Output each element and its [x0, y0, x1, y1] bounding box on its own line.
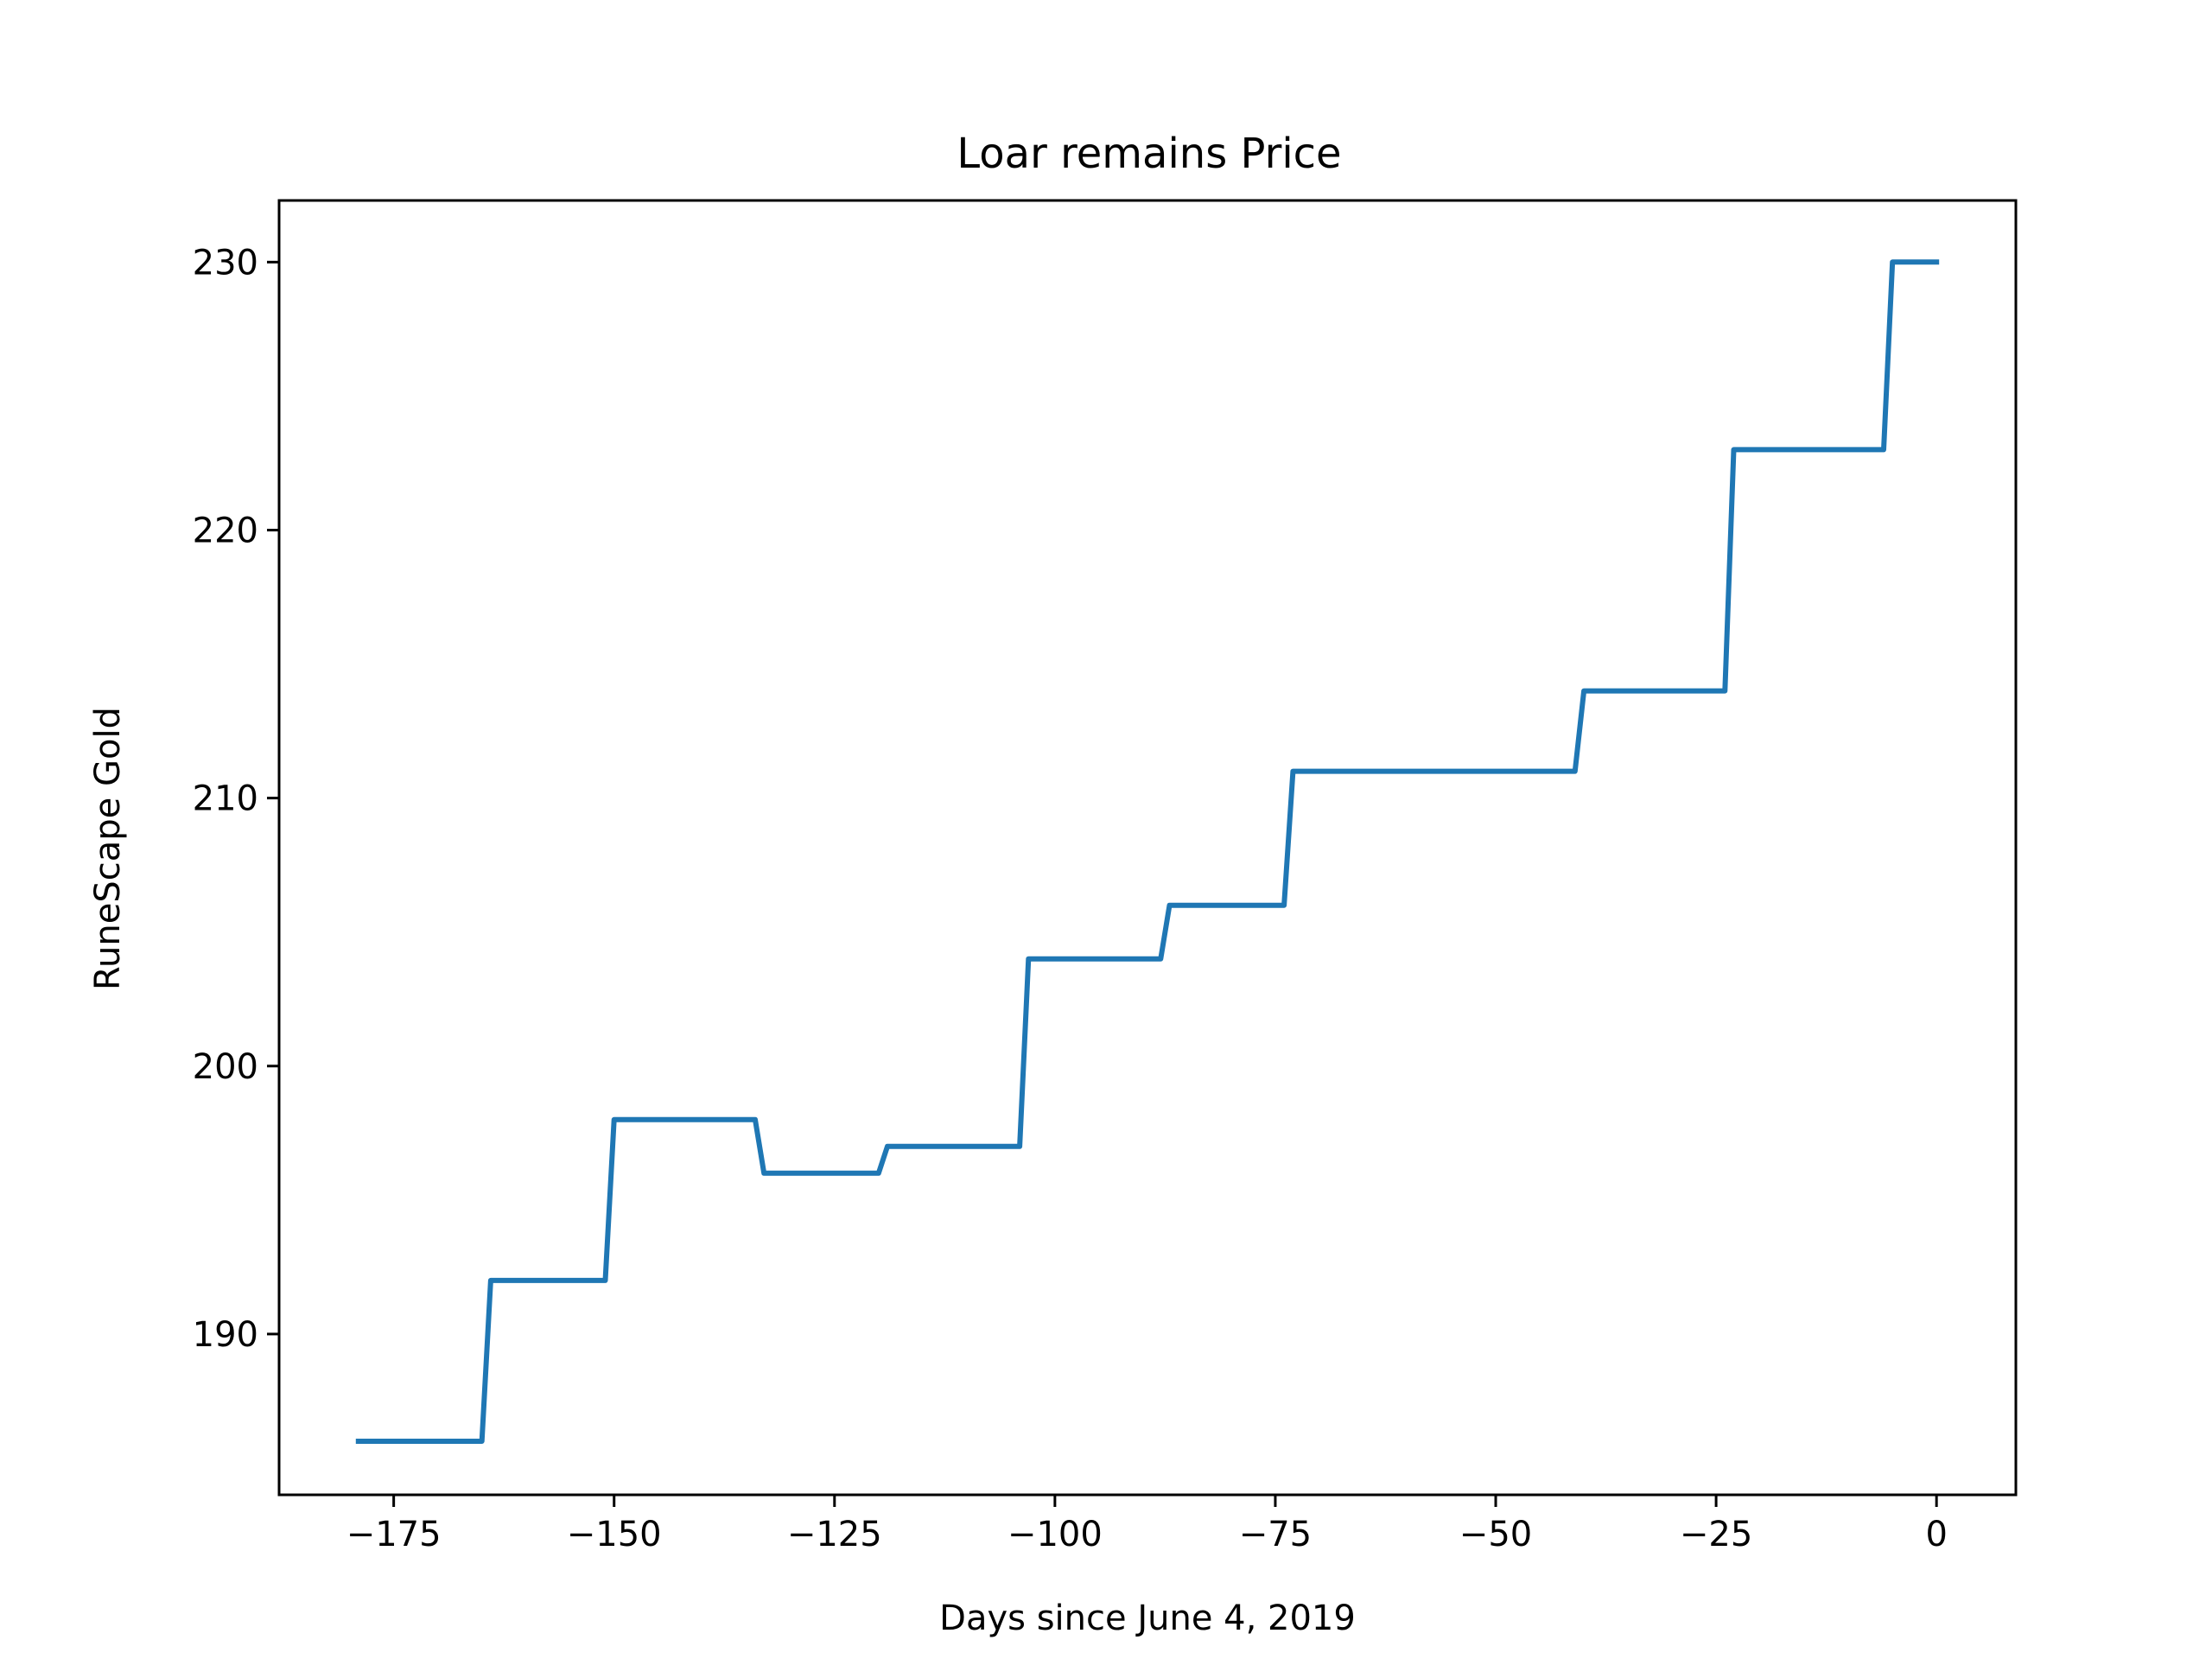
y-tick-label: 210: [193, 779, 258, 819]
y-tick-label: 220: [193, 511, 258, 550]
axes-frame: [277, 199, 2018, 1497]
x-tick-label: −25: [1680, 1515, 1752, 1554]
chart-title: Loar remains Price: [957, 130, 1341, 178]
price-series-line: [355, 259, 1940, 1444]
y-tick-label: 230: [193, 243, 258, 283]
x-tick-label: −100: [1007, 1515, 1103, 1554]
x-tick-label: −50: [1459, 1515, 1532, 1554]
x-tick-label: −75: [1239, 1515, 1312, 1554]
x-tick-label: −175: [346, 1515, 442, 1554]
y-tick-label: 190: [193, 1315, 258, 1355]
plot-area: [355, 259, 1940, 1444]
x-axis-label: Days since June 4, 2019: [939, 1599, 1356, 1638]
x-tick-label: −150: [567, 1515, 662, 1554]
y-axis-label: RuneScape Gold: [88, 707, 128, 990]
y-axis: 190 200 210 220 230: [193, 243, 279, 1355]
x-tick-label: 0: [1925, 1515, 1947, 1554]
x-tick-label: −125: [787, 1515, 882, 1554]
x-axis: −175 −150 −125 −100 −75 −50 −25 0: [346, 1495, 1948, 1554]
y-tick-label: 200: [193, 1047, 258, 1087]
